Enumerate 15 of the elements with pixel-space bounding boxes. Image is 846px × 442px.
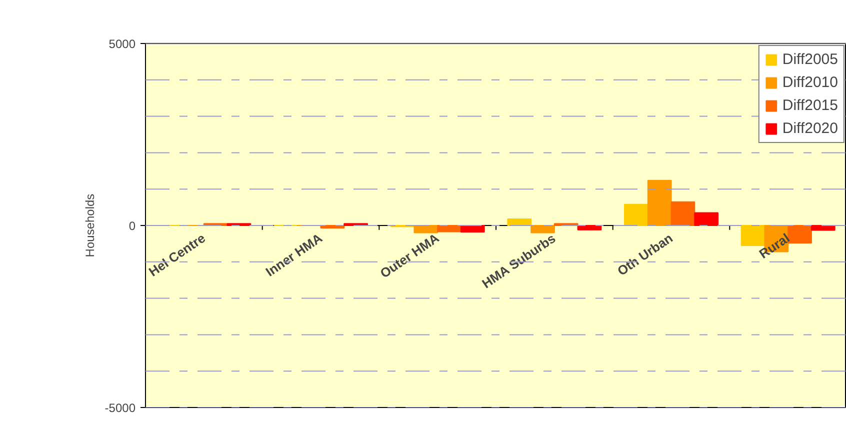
y-tick-label: 0: [128, 219, 136, 233]
bar: [694, 212, 718, 226]
bar: [530, 225, 555, 234]
bar: [414, 225, 438, 234]
legend-label: Diff2015: [782, 97, 838, 114]
legend-label: Diff2005: [782, 51, 838, 68]
legend-label: Diff2020: [782, 120, 838, 137]
bar: [624, 204, 648, 226]
y-tick-label: 5000: [108, 37, 136, 51]
y-tick-label: -5000: [104, 401, 136, 415]
y-axis-title: Households: [82, 194, 97, 258]
legend-label: Diff2010: [782, 74, 838, 91]
bar: [647, 180, 672, 226]
bar: [577, 225, 602, 230]
bar: [670, 201, 696, 226]
